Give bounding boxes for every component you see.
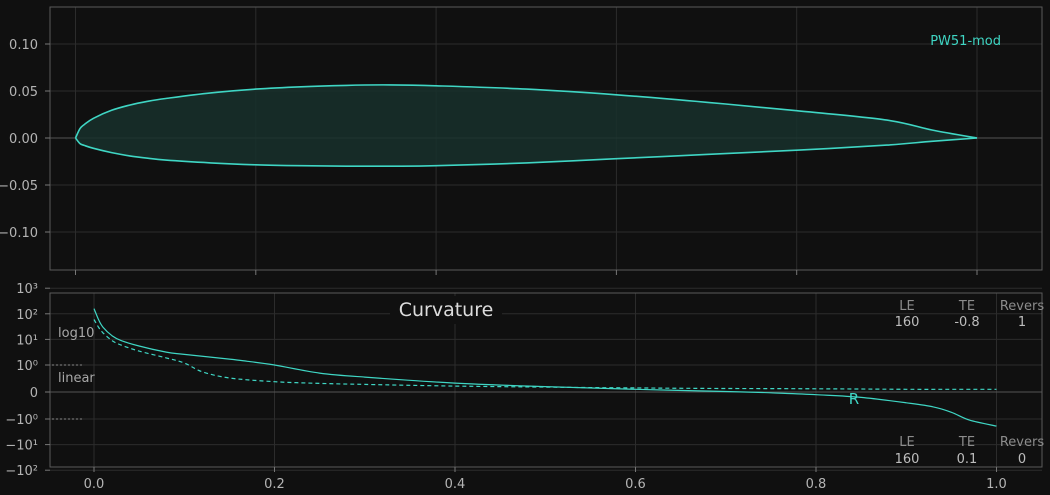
curvature-x-tick-label: 1.0 (986, 477, 1007, 492)
lower-le-value: 160 (895, 452, 920, 467)
upper-side-stats: LE TE Revers 160 -0.8 1 (895, 299, 1045, 330)
curvature-plot-frame (49, 292, 1043, 468)
curvature-title: Curvature (399, 299, 494, 321)
lower-te-header: TE (958, 435, 975, 450)
airfoil-y-tick-label: 0.05 (9, 85, 38, 100)
airfoil-y-tick-label: 0.00 (9, 132, 38, 147)
lower-te-value: 0.1 (957, 452, 978, 467)
curvature-y-tick-label: −10² (5, 464, 38, 479)
curvature-y-tick-label: −10⁰ (5, 413, 38, 428)
upper-le-value: 160 (895, 315, 920, 330)
upper-revers-header: Revers (1000, 299, 1044, 314)
curvature-title-backdrop (390, 296, 502, 324)
lower-revers-header: Revers (1000, 435, 1044, 450)
airfoil-upper-line[interactable] (74, 84, 978, 139)
airfoil-x-tick-marks (75, 270, 978, 275)
airfoil-y-tick-label: −0.05 (0, 179, 38, 194)
curvature-x-tick-label: 0.6 (625, 477, 646, 492)
upper-le-header: LE (899, 299, 914, 314)
airfoil-name-label: PW51-mod (930, 34, 1001, 49)
reversal-marker-label: R (849, 390, 859, 408)
curvature-x-tick-label: 0.2 (264, 477, 285, 492)
curvature-y-tick-label: −10¹ (5, 439, 38, 454)
curvature-grid (50, 287, 1042, 471)
log-region-label: log10 (58, 326, 94, 341)
curvature-y-tick-label: 10¹ (16, 333, 38, 348)
upper-te-value: -0.8 (954, 315, 979, 330)
curvature-y-tick-label: 0 (30, 386, 38, 401)
curvature-x-tick-label: 0.0 (84, 477, 105, 492)
curvature-y-tick-label: 10³ (16, 282, 38, 297)
airfoil-fill-area (75, 84, 977, 167)
upper-revers-value: 1 (1018, 315, 1026, 330)
upper-te-header: TE (958, 299, 975, 314)
airfoil-lower-line[interactable] (74, 137, 978, 168)
curvature-y-tick-labels: 10³ 10² 10¹ 10⁰ 0 −10⁰ −10¹ −10² (5, 282, 50, 479)
linear-region-label: linear (58, 371, 95, 386)
airfoil-y-tick-label: −0.10 (0, 226, 38, 241)
lower-side-stats: LE TE Revers 160 0.1 0 (895, 435, 1045, 467)
curvature-x-tick-labels: 0.0 0.2 0.4 0.6 0.8 1.0 (84, 467, 1007, 492)
airfoil-y-tick-labels: 0.10 0.05 0.00 −0.05 −0.10 (0, 38, 50, 241)
curvature-x-tick-label: 0.8 (806, 477, 827, 492)
lower-le-header: LE (899, 435, 914, 450)
lower-revers-value: 0 (1018, 452, 1026, 467)
curvature-y-tick-label: 10⁰ (16, 359, 38, 374)
curvature-x-tick-label: 0.4 (445, 477, 466, 492)
curvature-dashed-line[interactable] (93, 319, 997, 390)
curvature-y-tick-label: 10² (16, 308, 38, 323)
airfoil-y-tick-label: 0.10 (9, 38, 38, 53)
curvature-solid-line[interactable] (93, 308, 997, 427)
airfoil-panel: 0.10 0.05 0.00 −0.05 −0.10 PW51-mod (0, 6, 1043, 275)
